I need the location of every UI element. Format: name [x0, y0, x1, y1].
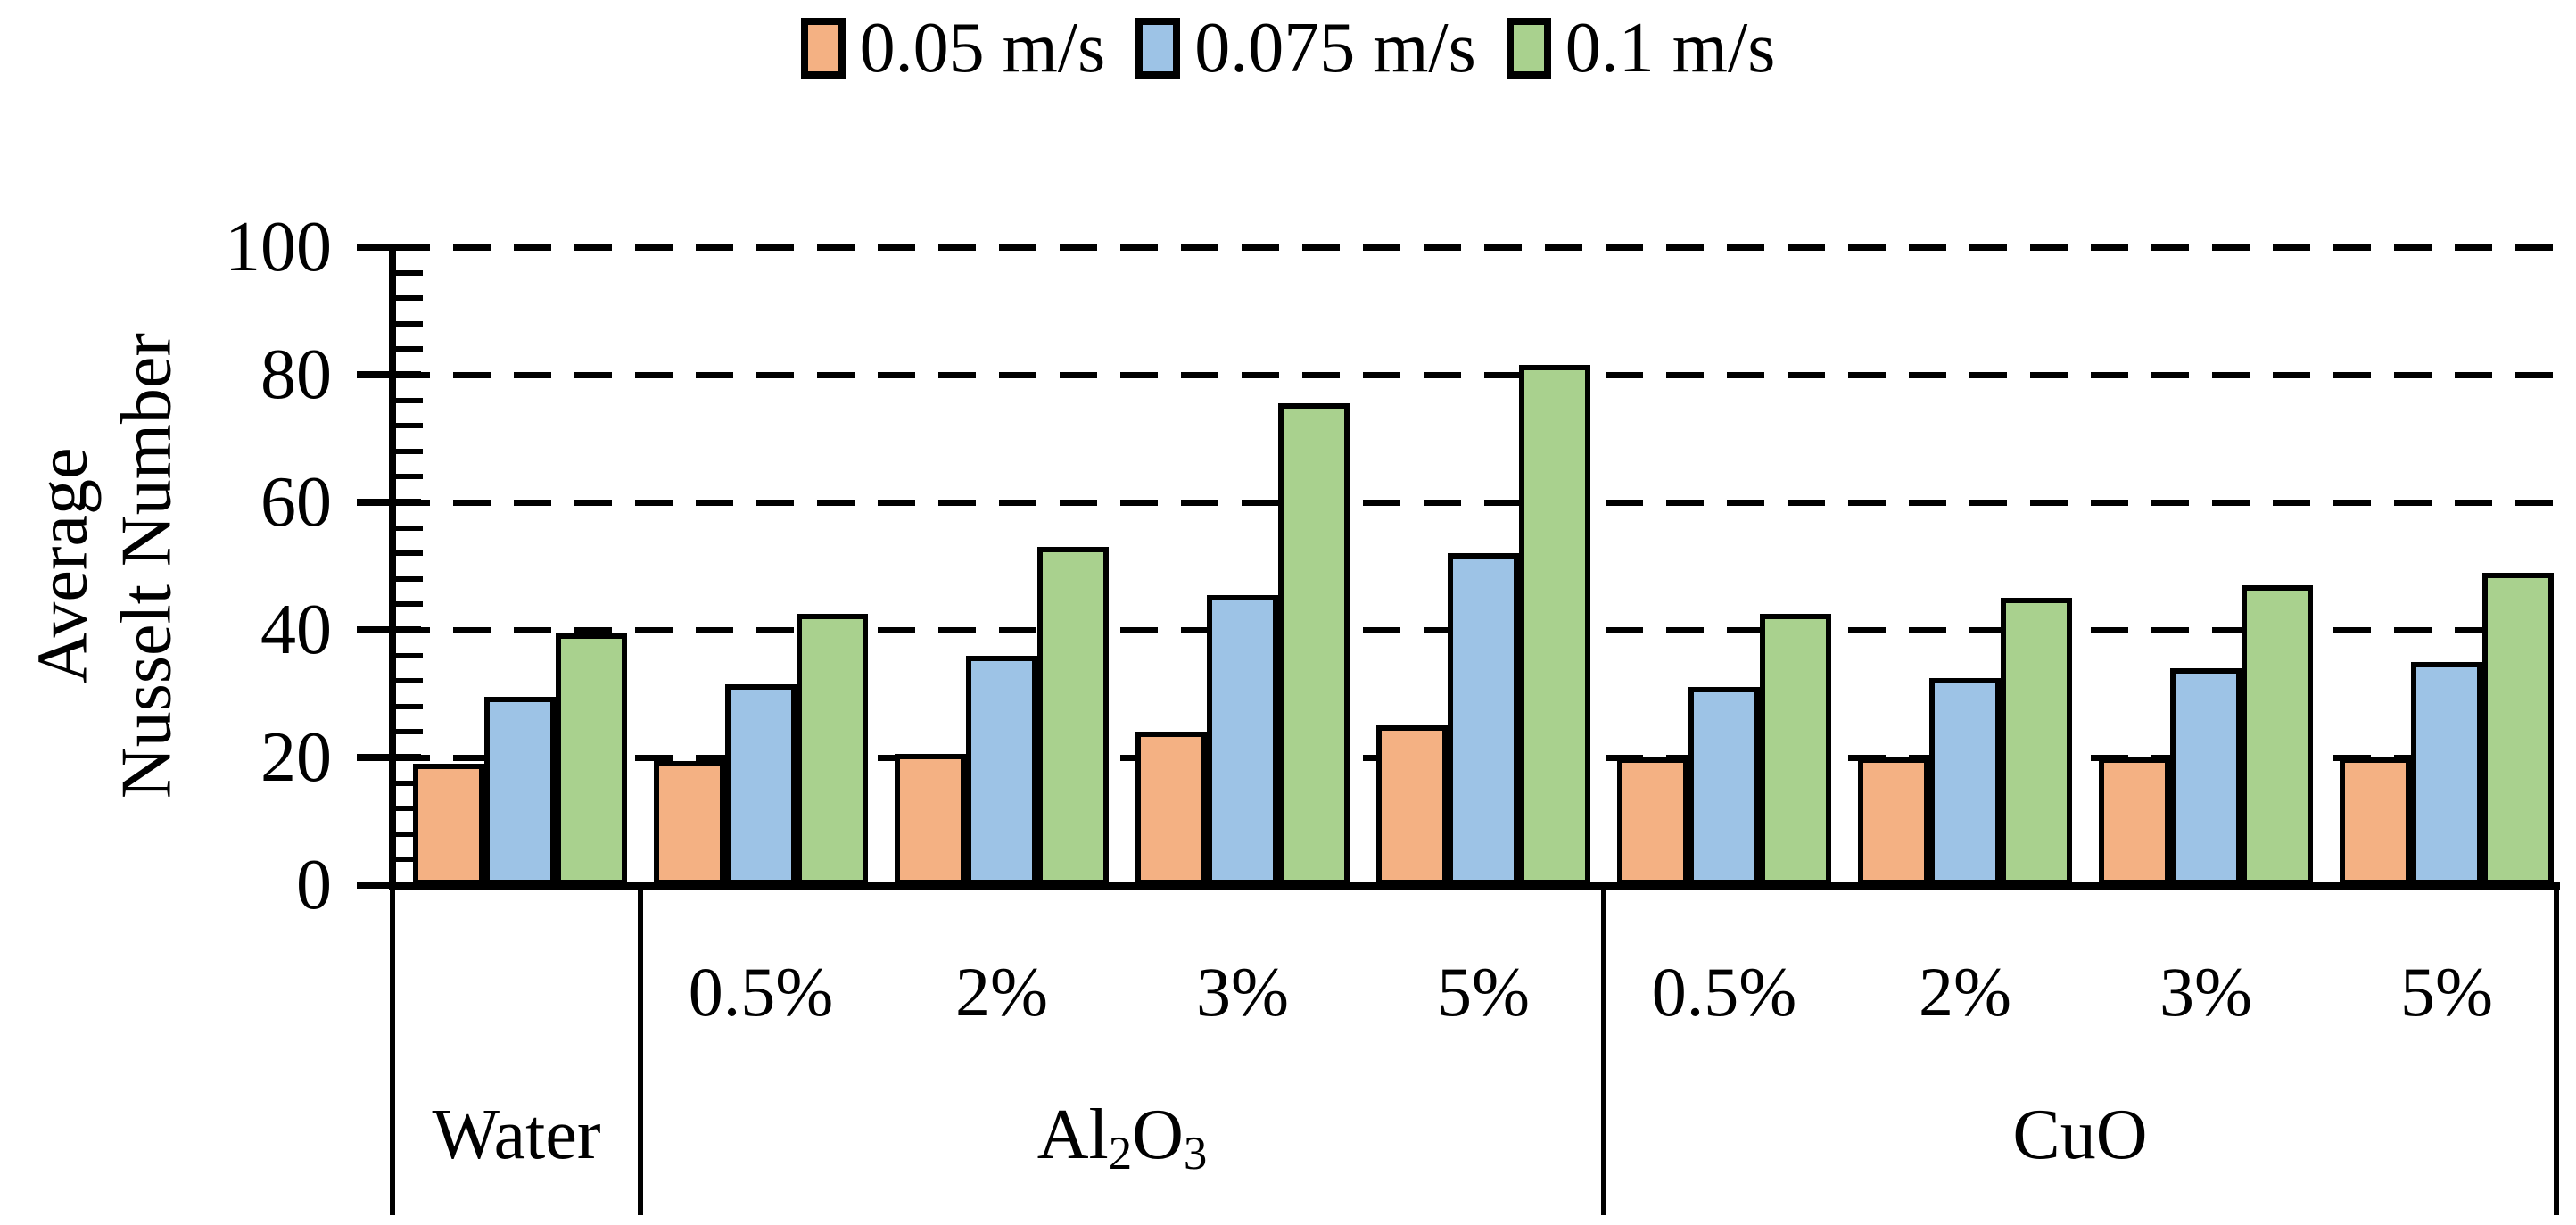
bar-Al2O3-3%-0.075-m/s	[1207, 595, 1278, 885]
bar-Al2O3-5%-0.075-m/s	[1448, 553, 1519, 885]
legend-label-0.05-ms: 0.05 m/s	[859, 9, 1106, 87]
y-axis-line	[389, 244, 396, 889]
x-label-divider-0	[390, 885, 395, 1215]
group-label-Al2O3: Al2O3	[1036, 1096, 1208, 1179]
y-minor-tick-24	[392, 729, 423, 735]
bar-Al2O3-0.5%-0.05-m/s	[654, 761, 725, 885]
y-minor-tick-56	[392, 525, 423, 531]
bar-Water-0.075-m/s	[484, 697, 556, 885]
bar-CuO-5%-0.075-m/s	[2411, 662, 2482, 885]
y-axis-title-line-1: Average	[23, 447, 103, 684]
y-minor-tick-64	[392, 474, 423, 480]
bar-Al2O3-5%-0.05-m/s	[1376, 725, 1448, 885]
bar-Al2O3-3%-0.05-m/s	[1135, 732, 1207, 885]
bar-Water-0.1-m/s	[556, 633, 627, 885]
bar-Al2O3-0.5%-0.1-m/s	[797, 614, 868, 885]
bar-Al2O3-5%-0.1-m/s	[1519, 365, 1590, 885]
y-major-tick-80	[357, 371, 421, 378]
y-minor-tick-32	[392, 678, 423, 684]
y-major-tick-40	[357, 626, 421, 633]
bar-CuO-2%-0.075-m/s	[1929, 678, 2001, 885]
category-label-2%: 2%	[1919, 953, 2011, 1030]
bar-CuO-0.5%-0.05-m/s	[1617, 757, 1688, 885]
category-label-5%: 5%	[2400, 953, 2493, 1030]
legend-label-0.1-ms: 0.1 m/s	[1565, 9, 1776, 87]
gridline-60	[392, 500, 2556, 506]
y-tick-label-60: 60	[260, 463, 332, 542]
legend-item-0.075-ms: 0.075 m/s	[1135, 12, 1476, 84]
y-minor-tick-48	[392, 575, 423, 582]
y-minor-tick-52	[392, 550, 423, 557]
bar-CuO-5%-0.05-m/s	[2340, 757, 2411, 885]
legend-item-0.05-ms: 0.05 m/s	[800, 9, 1106, 87]
x-label-divider-1	[638, 885, 643, 1215]
y-tick-label-80: 80	[260, 335, 332, 414]
y-minor-tick-12	[392, 806, 423, 812]
group-label-CuO: CuO	[2012, 1096, 2148, 1174]
y-tick-label-40: 40	[260, 591, 332, 669]
x-label-divider-2	[1601, 885, 1606, 1215]
bar-Al2O3-2%-0.075-m/s	[966, 656, 1037, 885]
bar-CuO-2%-0.05-m/s	[1858, 757, 1929, 885]
y-minor-tick-72	[392, 423, 423, 429]
y-major-tick-60	[357, 499, 421, 506]
x-axis-baseline	[389, 882, 2560, 890]
y-minor-tick-28	[392, 703, 423, 709]
y-minor-tick-76	[392, 397, 423, 403]
y-minor-tick-68	[392, 448, 423, 454]
group-label-Water: Water	[432, 1096, 601, 1174]
bar-Al2O3-3%-0.1-m/s	[1278, 403, 1350, 885]
bar-CuO-3%-0.05-m/s	[2099, 757, 2170, 885]
y-minor-tick-4	[392, 857, 423, 863]
y-minor-tick-36	[392, 652, 423, 658]
bar-CuO-3%-0.1-m/s	[2242, 585, 2313, 885]
category-label-0.5%: 0.5%	[688, 953, 834, 1030]
category-label-3%: 3%	[1196, 953, 1289, 1030]
bar-CuO-0.5%-0.075-m/s	[1688, 687, 1760, 885]
gridline-80	[392, 372, 2556, 378]
bar-Al2O3-0.5%-0.075-m/s	[725, 684, 797, 885]
bar-Water-0.05-m/s	[413, 764, 484, 885]
y-tick-label-100: 100	[225, 208, 332, 286]
bar-CuO-5%-0.1-m/s	[2482, 573, 2554, 885]
y-minor-tick-44	[392, 601, 423, 608]
legend: 0.05 m/s 0.075 m/s 0.1 m/s	[0, 12, 2576, 84]
x-label-divider-3	[2554, 885, 2559, 1215]
y-major-tick-20	[357, 754, 421, 761]
y-minor-tick-92	[392, 295, 423, 302]
y-major-tick-100	[357, 244, 421, 251]
legend-swatch-green	[1506, 18, 1551, 79]
legend-swatch-blue	[1135, 18, 1181, 79]
bar-Al2O3-2%-0.05-m/s	[895, 754, 966, 885]
y-minor-tick-16	[392, 780, 423, 786]
bar-CuO-3%-0.075-m/s	[2170, 668, 2242, 885]
legend-item-0.1-ms: 0.1 m/s	[1506, 9, 1776, 87]
category-label-3%: 3%	[2159, 953, 2252, 1030]
y-tick-label-0: 0	[296, 846, 332, 924]
legend-label-0.075-ms: 0.075 m/s	[1194, 9, 1476, 87]
bar-Al2O3-2%-0.1-m/s	[1037, 547, 1109, 885]
category-label-2%: 2%	[955, 953, 1048, 1030]
y-minor-tick-8	[392, 831, 423, 837]
gridline-100	[392, 244, 2556, 251]
y-tick-label-20: 20	[260, 718, 332, 797]
y-minor-tick-84	[392, 346, 423, 352]
y-minor-tick-96	[392, 269, 423, 276]
category-label-5%: 5%	[1437, 953, 1530, 1030]
bar-CuO-0.5%-0.1-m/s	[1760, 614, 1831, 885]
legend-swatch-orange	[800, 18, 846, 79]
bar-CuO-2%-0.1-m/s	[2001, 598, 2072, 885]
category-label-0.5%: 0.5%	[1651, 953, 1797, 1030]
y-minor-tick-88	[392, 320, 423, 327]
